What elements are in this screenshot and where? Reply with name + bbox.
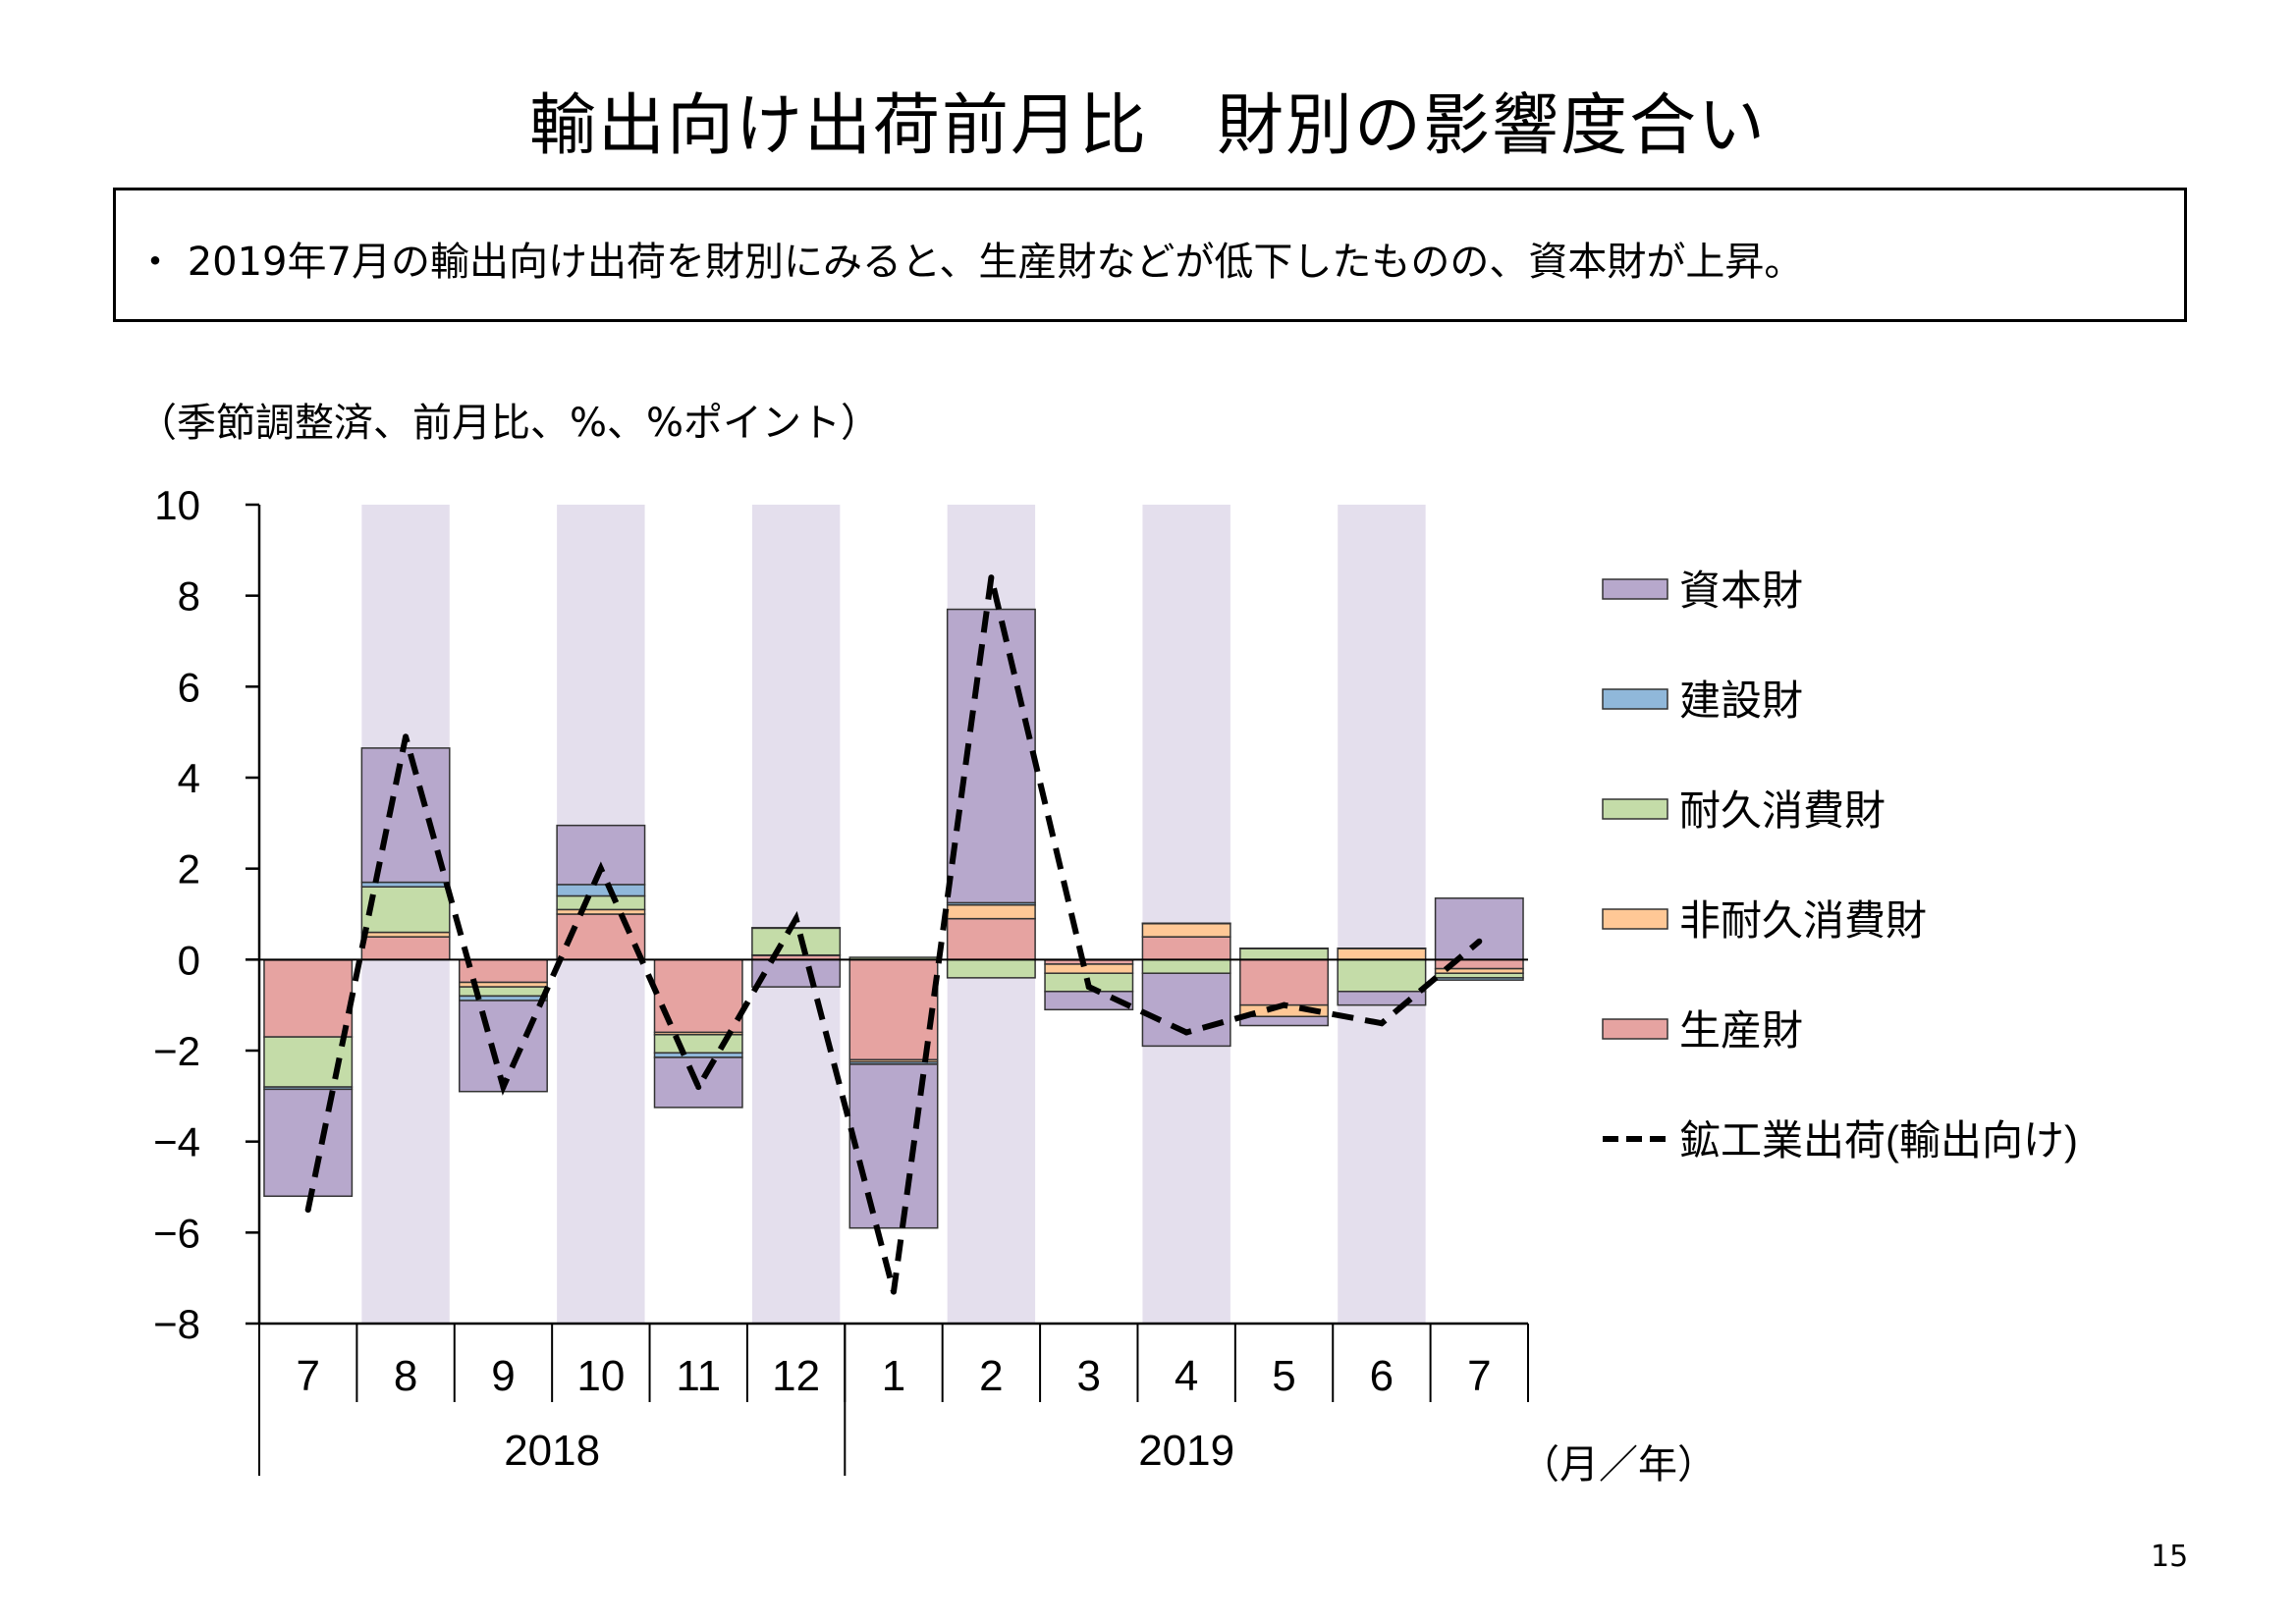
y-tick-label: −2 xyxy=(153,1028,200,1074)
bar-segment xyxy=(360,936,451,961)
bar-segment xyxy=(1239,947,1330,949)
legend-label: 生産財 xyxy=(1679,1007,1803,1054)
line-point xyxy=(1281,1001,1287,1008)
line-point xyxy=(891,1288,897,1295)
line-point xyxy=(1378,1020,1385,1027)
x-tick-label: 3 xyxy=(1077,1352,1101,1400)
legend-label: 建設財 xyxy=(1679,677,1803,724)
y-tick-label: 0 xyxy=(178,937,200,983)
line-point xyxy=(304,1207,311,1214)
bar-segment xyxy=(1044,963,1134,974)
legend-label: 鉱工業出荷(輸出向け) xyxy=(1679,1117,2078,1164)
summary-box: ・ 2019年7月の輸出向け出荷を財別にみると、生産財などが低下したものの、資本… xyxy=(113,188,2187,322)
bar-segment xyxy=(263,1088,354,1198)
y-tick-label: −4 xyxy=(153,1119,200,1165)
bar-segment xyxy=(1337,958,1427,993)
bar-segment xyxy=(1141,958,1231,974)
y-tick-label: 10 xyxy=(154,482,200,528)
x-tick-label: 5 xyxy=(1272,1352,1295,1400)
legend-swatch xyxy=(1602,798,1668,820)
y-tick-label: −8 xyxy=(153,1301,200,1347)
bar-segment xyxy=(556,894,646,911)
year-label: 2019 xyxy=(1138,1427,1234,1475)
x-tick-label: 8 xyxy=(394,1352,417,1400)
bar-segment xyxy=(1239,1015,1330,1027)
x-tick-label: 9 xyxy=(491,1352,515,1400)
bar-segment xyxy=(946,958,1036,979)
line-point xyxy=(1476,938,1483,945)
line-point xyxy=(988,574,995,581)
line-point xyxy=(597,865,604,872)
legend-label: 非耐久消費財 xyxy=(1679,897,1927,944)
bar-segment xyxy=(1044,991,1134,1011)
y-tick-label: −6 xyxy=(153,1210,200,1256)
legend-swatch xyxy=(1602,908,1668,930)
bar-segment xyxy=(556,824,646,886)
legend-swatch xyxy=(1602,1018,1668,1040)
bar-segment xyxy=(556,884,646,897)
bar-segment xyxy=(946,608,1036,904)
line-point xyxy=(403,733,410,740)
line-point xyxy=(1183,1029,1190,1036)
line-point xyxy=(695,1084,702,1091)
unit-note: （季節調整済、前月比、%、%ポイント） xyxy=(137,401,881,446)
x-axis-unit-label: （月／年） xyxy=(1520,1443,1717,1487)
x-tick-label: 2 xyxy=(979,1352,1003,1400)
legend-swatch xyxy=(1602,578,1668,600)
summary-text: ・ 2019年7月の輸出向け出荷を財別にみると、生産財などが低下したものの、資本… xyxy=(136,240,1804,285)
bar-segment xyxy=(1141,922,1231,938)
bar-segment xyxy=(751,927,842,956)
bar-segment xyxy=(848,1063,939,1229)
bar-segment xyxy=(1141,936,1231,961)
line-point xyxy=(793,915,799,922)
x-tick-label: 1 xyxy=(882,1352,905,1400)
bar-segment xyxy=(946,903,1036,920)
x-tick-label: 4 xyxy=(1175,1352,1198,1400)
x-tick-label: 12 xyxy=(772,1352,820,1400)
y-tick-label: 2 xyxy=(178,846,200,893)
bar-segment xyxy=(263,958,354,1038)
page-title: 輸出向け出荷前月比 財別の影響度合い xyxy=(528,87,1767,165)
bar-segment xyxy=(1434,977,1524,981)
bar-segment xyxy=(360,886,451,934)
bar-segment xyxy=(1434,897,1524,961)
shade-band xyxy=(1142,505,1230,1324)
bar-segment xyxy=(360,747,451,884)
bar-segment xyxy=(458,958,548,984)
bar-segment xyxy=(751,958,842,988)
bar-segment xyxy=(1239,947,1330,961)
x-tick-label: 11 xyxy=(676,1352,721,1400)
y-tick-label: 6 xyxy=(178,664,200,710)
bar-segment xyxy=(946,917,1036,961)
legend-swatch xyxy=(1602,688,1668,710)
bar-segment xyxy=(1337,947,1427,961)
x-tick-label: 7 xyxy=(1467,1352,1491,1400)
shade-band xyxy=(1338,505,1426,1324)
bar-segment xyxy=(1337,947,1427,949)
bar-segment xyxy=(848,958,939,1061)
page-number: 15 xyxy=(2151,1540,2189,1574)
bar-segment xyxy=(751,927,842,930)
x-tick-label: 7 xyxy=(296,1352,319,1400)
bar-segment xyxy=(458,986,548,998)
line-point xyxy=(500,1084,507,1091)
line-point xyxy=(1085,984,1092,991)
year-label: 2018 xyxy=(504,1427,600,1475)
bar-segment xyxy=(1141,922,1231,925)
bar-segment xyxy=(1239,958,1330,1006)
legend-label: 資本財 xyxy=(1679,568,1803,614)
bar-segment xyxy=(1337,991,1427,1006)
y-tick-label: 8 xyxy=(178,573,200,620)
x-tick-label: 10 xyxy=(576,1352,625,1400)
y-tick-label: 4 xyxy=(178,755,200,801)
x-tick-label: 6 xyxy=(1370,1352,1394,1400)
legend-label: 耐久消費財 xyxy=(1679,787,1886,834)
